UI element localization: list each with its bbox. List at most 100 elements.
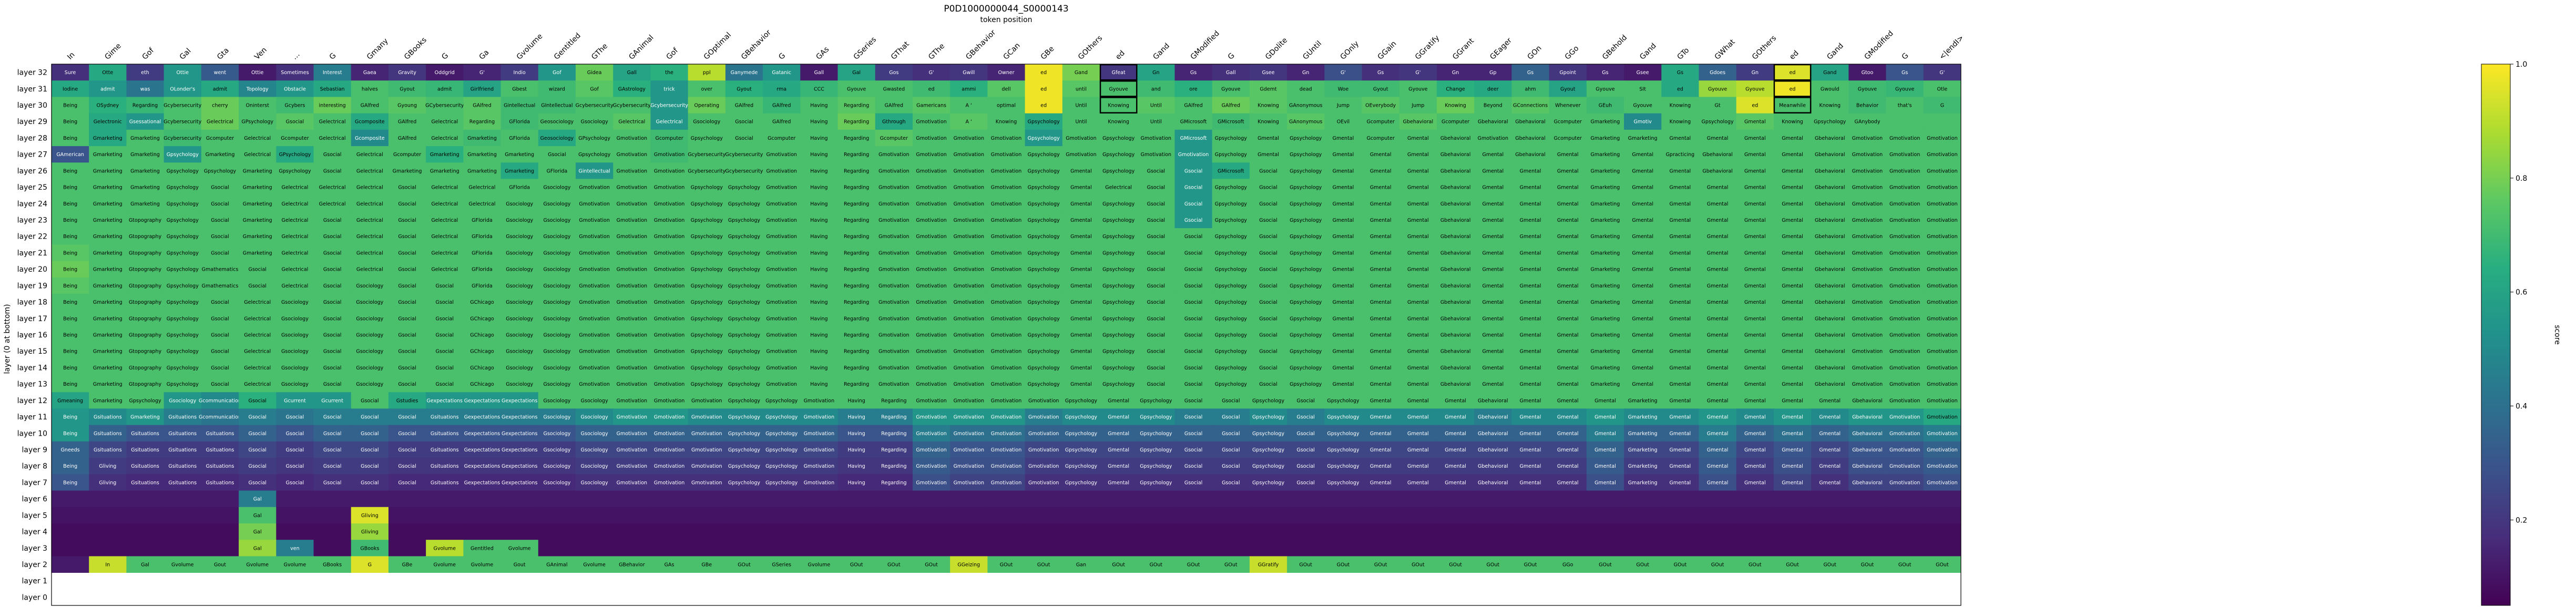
heatmap-cell: [239, 408, 277, 426]
cell-label: Having: [810, 185, 827, 191]
cell-label: Gmental: [1333, 201, 1354, 207]
cell-label: Gsituations: [168, 415, 197, 420]
cell-label: Gsocial: [1296, 431, 1314, 437]
heatmap-cell: [950, 556, 988, 573]
cell-label: Gexpectations: [427, 398, 463, 404]
colorbar-tick-label: 0.4: [2516, 403, 2527, 411]
heatmap-cell: [1511, 540, 1550, 557]
cell-label: Gbehavioral: [1440, 333, 1471, 338]
cell-label: Gmotivation: [1889, 382, 1920, 387]
heatmap-cell: [1174, 162, 1213, 179]
token-label: GOnly: [1338, 39, 1361, 61]
heatmap-cell: [688, 293, 726, 311]
cell-label: Gsociology: [506, 333, 533, 338]
cell-label: Gliving: [99, 464, 116, 469]
heatmap-cell: [1923, 326, 1961, 344]
cell-label: GPsychology: [578, 136, 610, 141]
cell-label: Gsocial: [1184, 349, 1202, 355]
heatmap-cell: [538, 310, 576, 327]
heatmap-cell: [1174, 179, 1213, 196]
cell-label: GEuh: [1599, 103, 1612, 109]
heatmap-cell: [1886, 540, 1924, 557]
cell-label: Gmental: [1782, 250, 1803, 256]
cell-label: Gmental: [1108, 431, 1129, 437]
heatmap-cell: [725, 474, 763, 491]
heatmap-cell: [1699, 458, 1737, 475]
heatmap-cell: [388, 64, 426, 81]
heatmap-cell: [388, 359, 426, 376]
heatmap-cell: [1436, 228, 1475, 245]
cell-label: Gsocial: [323, 415, 341, 420]
heatmap-cell: [89, 523, 127, 540]
cell-label: Gmental: [1370, 480, 1392, 486]
heatmap-cell: [313, 326, 352, 344]
heatmap-cell: [1511, 458, 1550, 475]
cell-label: Gpsychology: [167, 152, 199, 158]
cell-label: ammi: [962, 86, 976, 92]
heatmap-cell: [1773, 326, 1812, 344]
cell-label: Gpsychology: [1102, 365, 1135, 371]
cell-label: GBooks: [360, 546, 379, 551]
cell-label: Gmental: [1819, 431, 1841, 437]
heatmap-cell: [1773, 392, 1812, 409]
heatmap-cell: [201, 80, 239, 97]
heatmap-cell: [388, 474, 426, 491]
heatmap-cell: [1062, 162, 1100, 179]
cell-label: Gmarketing: [505, 152, 534, 158]
heatmap-cell: [1624, 441, 1662, 458]
heatmap-cell: [1736, 392, 1774, 409]
cell-label: Gmental: [1782, 464, 1803, 469]
cell-label: Gmotivation: [954, 480, 984, 486]
cell-label: Gmental: [1782, 382, 1803, 387]
cell-label: Gpsychology: [728, 185, 761, 191]
heatmap-cell: [800, 310, 838, 327]
heatmap-cell: [912, 474, 950, 491]
cell-label: Gmental: [1370, 464, 1392, 469]
heatmap-cell: [1025, 556, 1063, 573]
cell-label: Gsocial: [211, 185, 229, 191]
heatmap-cell: [1324, 392, 1362, 409]
heatmap-cell: [1736, 97, 1774, 114]
cell-label: Until: [1150, 103, 1162, 109]
cell-label: Gsocial: [398, 283, 416, 289]
heatmap-cell: [1100, 113, 1138, 130]
cell-label: Gsocial: [735, 119, 753, 125]
cell-label: Gsituations: [94, 431, 122, 437]
cell-label: GFlorida: [472, 218, 493, 223]
heatmap-cell: [388, 228, 426, 245]
cell-label: Gelectrical: [319, 136, 346, 141]
layer-label: layer 1: [22, 577, 47, 585]
heatmap-cell: [1062, 97, 1100, 114]
heatmap-cell: [987, 392, 1026, 409]
heatmap-cell: [1848, 408, 1886, 426]
cell-label: Gmental: [1744, 464, 1766, 469]
heatmap-cell: [388, 211, 426, 229]
heatmap-cell: [1249, 97, 1287, 114]
cell-label: Gmathematics: [202, 283, 239, 289]
heatmap-cell: [1436, 146, 1475, 163]
heatmap-cell: [725, 359, 763, 376]
heatmap-cell: [126, 195, 165, 212]
cell-label: Gmental: [1557, 464, 1579, 469]
heatmap-cell: [1399, 80, 1437, 97]
token-label: Gta: [216, 46, 231, 61]
cell-label: Gmental: [1557, 333, 1579, 338]
cell-label: Gmotivation: [617, 382, 647, 387]
token-label: Gvolume: [515, 32, 545, 61]
heatmap-cell: [1249, 261, 1287, 278]
heatmap-cell: [276, 556, 314, 573]
cell-label: Gpsychology: [1327, 398, 1359, 404]
cell-label: Gbehavioral: [1515, 152, 1546, 158]
cell-label: Gmental: [1333, 168, 1354, 174]
cell-label: GOut: [1037, 562, 1050, 568]
heatmap-cell: [1249, 146, 1287, 163]
heatmap-cell: [950, 64, 988, 81]
heatmap-cell: [1324, 113, 1362, 130]
heatmap-cell: [500, 228, 539, 245]
cell-label: Gsocial: [211, 382, 229, 387]
cell-label: Gmental: [1744, 201, 1766, 207]
cell-label: Gcomputer: [393, 152, 421, 158]
cell-label: Gelectrical: [244, 300, 271, 305]
layer-label: layer 9: [22, 446, 47, 454]
heatmap-cell: [1062, 392, 1100, 409]
